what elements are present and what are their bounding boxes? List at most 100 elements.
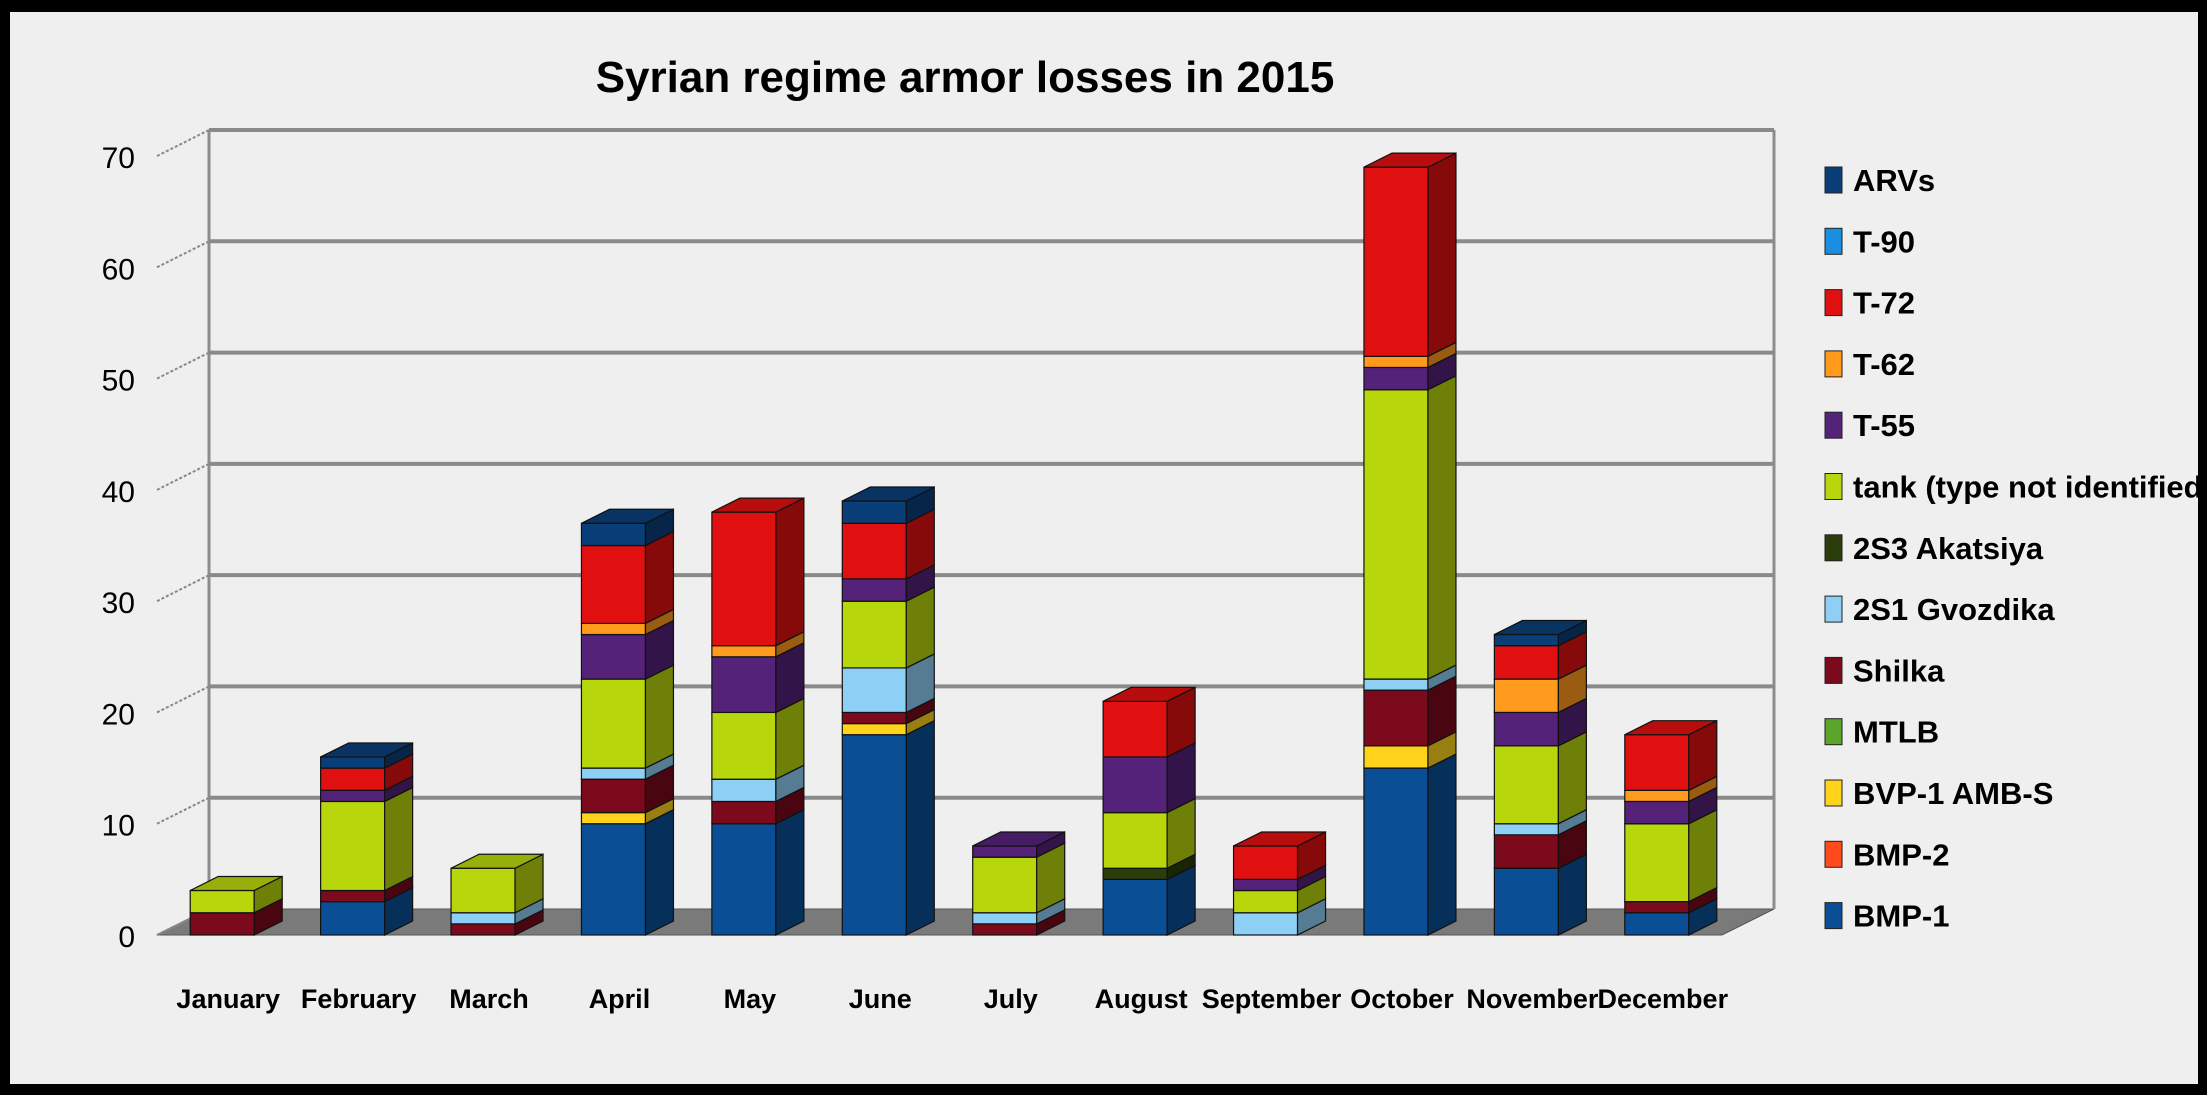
- bar-front: [580, 778, 647, 814]
- bar-side: [384, 786, 414, 892]
- legend-swatch: [1824, 779, 1843, 807]
- bar-top: [320, 742, 413, 758]
- bar-front: [841, 600, 907, 669]
- legend-item: T-72: [1824, 286, 1915, 321]
- legend-label: T-72: [1853, 286, 1915, 321]
- bar-front: [1493, 711, 1559, 747]
- bar-front: [1102, 878, 1168, 936]
- y-tick-label: 50: [102, 365, 135, 398]
- x-axis: January February March April May June July Augu…: [176, 984, 1728, 1014]
- bar-top: [842, 486, 935, 502]
- bar-front: [320, 800, 386, 892]
- bar-segment: [580, 808, 675, 936]
- y-tick-label: 0: [118, 921, 135, 954]
- bar-front: [1493, 745, 1559, 825]
- bar-segment: [841, 719, 935, 936]
- bar-front: [1493, 823, 1559, 836]
- bar-segment: [580, 664, 675, 770]
- legend-item: BMP-2: [1824, 837, 1949, 872]
- bar-front: [320, 901, 386, 936]
- y-tick-label: 20: [102, 698, 135, 731]
- bar-front: [1493, 645, 1559, 680]
- chart-frame: Syrian regime armor losses in 2015 0 10 20…: [10, 12, 2198, 1084]
- y-tick-mark: [156, 240, 210, 269]
- bar-front: [1232, 889, 1299, 914]
- y-tick-mark: [156, 462, 210, 491]
- legend-item: ARVs: [1824, 163, 1935, 198]
- y-axis: 0 10 20 30 40 50 60 70: [102, 129, 210, 954]
- bar-side: [775, 497, 805, 647]
- bar-front: [450, 867, 516, 914]
- bar-segment: [580, 508, 675, 547]
- bar-segment: [711, 808, 805, 936]
- bar-front: [1363, 166, 1429, 357]
- legend-label: 2S1 Gvozdika: [1853, 592, 2055, 627]
- legend-item: tank (type not identified): [1824, 470, 2198, 505]
- bar-front: [1624, 800, 1690, 825]
- bar-side: [1427, 152, 1457, 358]
- legend-swatch: [1824, 227, 1843, 255]
- bar-side: [775, 808, 805, 936]
- bar-stack-february: [320, 741, 414, 936]
- bar-front: [841, 667, 907, 714]
- bar-stack-november: [1493, 619, 1587, 936]
- bar-front: [841, 500, 907, 524]
- legend-label: T-62: [1853, 347, 1915, 382]
- bar-front: [972, 912, 1038, 925]
- legend-swatch: [1824, 902, 1843, 930]
- bar-front: [1232, 845, 1299, 880]
- bar-front: [972, 923, 1038, 936]
- bar-front: [841, 722, 907, 736]
- bar-front: [1363, 366, 1429, 391]
- bar-series: [189, 152, 1718, 936]
- bar-segment: [320, 786, 414, 892]
- bar-front: [972, 845, 1038, 858]
- bar-side: [1427, 753, 1457, 936]
- bar-front: [711, 645, 777, 658]
- y-tick-mark: [156, 351, 210, 380]
- bar-segment: [711, 697, 805, 781]
- bar-front: [1363, 767, 1429, 936]
- legend-label: MTLB: [1853, 715, 1939, 750]
- legend-swatch: [1824, 718, 1843, 746]
- bar-front: [1102, 867, 1168, 880]
- bar-side: [644, 664, 675, 770]
- legend-item: Shilka: [1824, 653, 1945, 688]
- legend-swatch: [1824, 473, 1843, 500]
- bar-stack-august: [1102, 686, 1196, 936]
- bar-front: [580, 811, 647, 825]
- bar-stack-december: [1624, 719, 1718, 936]
- bar-segment: [1624, 719, 1718, 792]
- bar-front: [320, 789, 386, 803]
- bar-front: [841, 734, 907, 936]
- legend-swatch: [1824, 411, 1843, 439]
- bar-segment: [841, 486, 935, 525]
- bar-stack-may: [711, 497, 805, 936]
- legend-swatch: [1824, 166, 1843, 194]
- bar-stack-july: [972, 831, 1066, 936]
- bar-front: [580, 633, 647, 680]
- stacked-bar-chart: Syrian regime armor losses in 2015 0 10 20…: [102, 53, 2198, 1014]
- y-tick-label: 30: [102, 587, 135, 620]
- bar-front: [580, 823, 647, 936]
- legend-label: BMP-1: [1853, 899, 1949, 934]
- bar-side: [905, 719, 935, 936]
- bar-top: [450, 853, 544, 869]
- bar-front: [1363, 678, 1429, 691]
- legend-swatch: [1824, 840, 1843, 868]
- legend-swatch: [1824, 289, 1843, 317]
- legend-item: T-55: [1824, 408, 1915, 443]
- bar-front: [189, 889, 255, 914]
- bar-front: [580, 622, 647, 636]
- bar-front: [1624, 901, 1690, 914]
- x-tick-label: February: [301, 984, 417, 1014]
- bar-segment: [320, 741, 414, 770]
- bar-front: [580, 767, 647, 780]
- bar-front: [1102, 756, 1168, 814]
- y-tick-mark: [156, 574, 210, 603]
- bar-segment: [1493, 619, 1587, 647]
- x-tick-label: January: [176, 984, 280, 1014]
- x-tick-label: August: [1095, 984, 1188, 1014]
- bar-segment: [450, 853, 544, 914]
- chart-title: Syrian regime armor losses in 2015: [596, 53, 1335, 102]
